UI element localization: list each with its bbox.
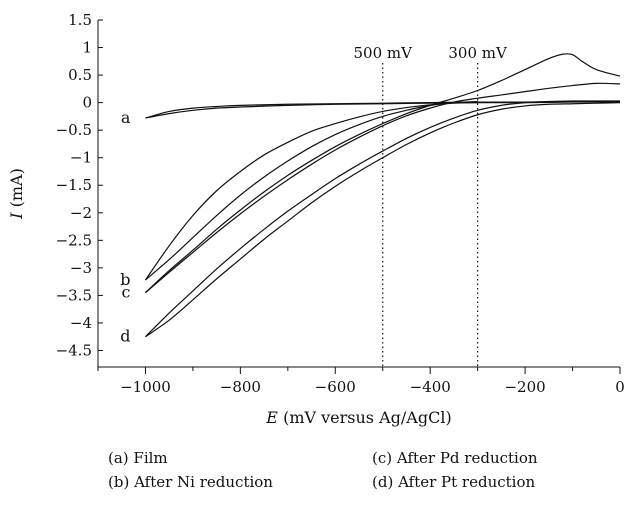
annotation-label: 300 mV [448,44,508,62]
x-axis-label: E (mV versus Ag/AgCl) [265,408,451,427]
cyclic-voltammogram-chart: 1.5 1 0.5 0 −0.5 −1 −1.5 −2 −2.5 −3 −3.5 −4 −4.5 −100… [7,11,625,427]
curve-label: b [120,270,130,289]
y-tick-label: −4.5 [56,341,92,359]
series-line-5 [145,82,621,294]
legend-item-a: (a) Film [108,449,168,467]
curve-label: a [121,108,131,127]
curve-label: c [121,283,130,302]
y-tick-label: −1 [70,149,92,167]
x-tick-label: −800 [220,378,261,396]
axes-layer [97,19,621,374]
x-tick-label: −400 [410,378,451,396]
y-tick-label: 1 [82,39,92,57]
y-tick-label: −4 [70,314,92,332]
y-tick-label: 1.5 [68,11,92,29]
curve-label: d [120,327,130,346]
series-line-6 [145,100,620,338]
series-line-3 [145,100,478,281]
series-line-4 [145,53,621,294]
y-tick-label: −0.5 [56,121,92,139]
x-tick-label: −600 [315,378,356,396]
y-tick-label: −3.5 [56,286,92,304]
labels-layer: 1.5 1 0.5 0 −0.5 −1 −1.5 −2 −2.5 −3 −3.5 −4 −4.5 −100… [7,11,625,427]
guide-lines [382,63,479,367]
y-tick-label: −2 [70,204,92,222]
y-tick-label: 0.5 [68,66,92,84]
x-tick-label: −200 [504,378,545,396]
y-tick-label: 0 [82,94,92,112]
legend-item-c: (c) After Pd reduction [372,449,538,467]
y-axis-label: I (mA) [7,168,26,220]
x-tick-label: −1000 [120,378,171,396]
legend-item-b: (b) After Ni reduction [108,473,273,491]
y-tick-label: −2.5 [56,231,92,249]
y-tick-label: −1.5 [56,176,92,194]
series-line-2 [144,102,478,281]
x-tick-label: 0 [615,378,625,396]
y-tick-label: −3 [70,259,92,277]
curves-layer [144,53,621,338]
legend-item-d: (d) After Pt reduction [372,473,536,491]
annotation-label: 500 mV [353,44,413,62]
